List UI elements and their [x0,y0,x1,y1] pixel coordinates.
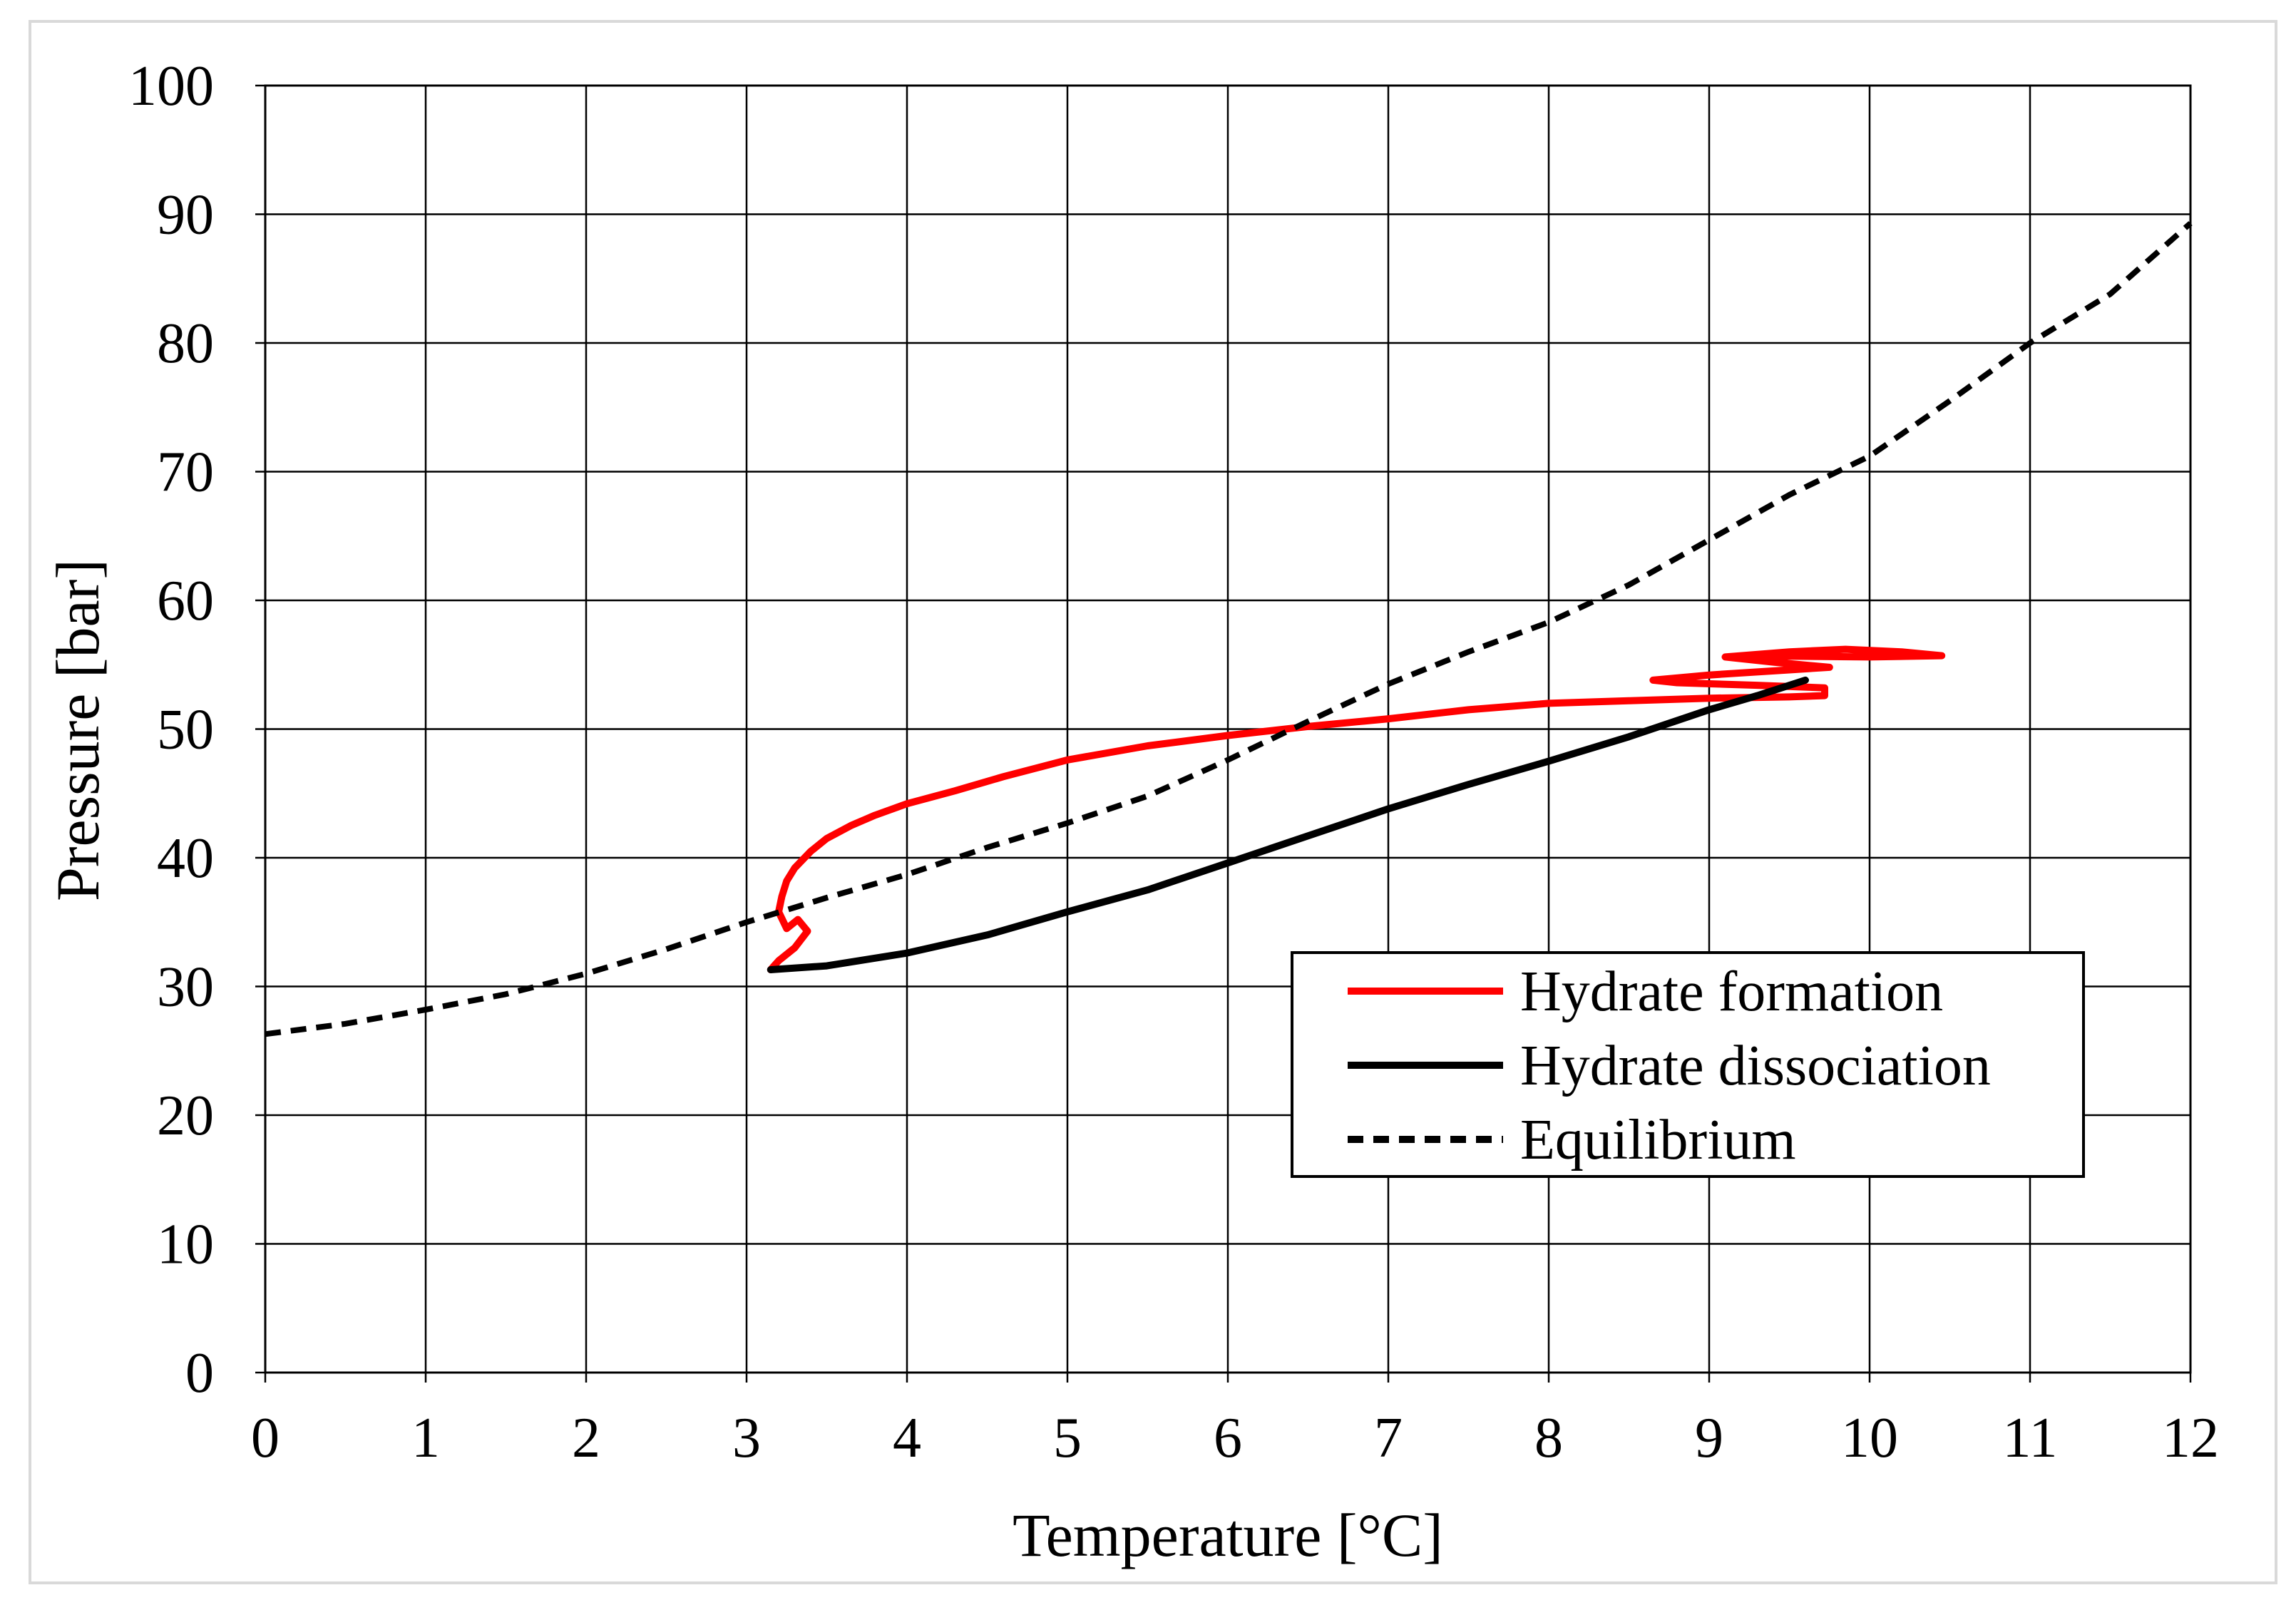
y-tick-label: 30 [157,956,214,1019]
x-tick-label: 4 [893,1407,921,1470]
y-tick-label: 80 [157,312,214,375]
series-line-hydrate-formation [767,645,1946,973]
x-tick-label: 10 [1841,1407,1898,1470]
y-tick-label: 90 [157,184,214,247]
y-axis-title: Pressure [bar] [43,559,112,901]
x-tick-label: 9 [1695,1407,1723,1470]
series-layer [265,221,2193,1037]
legend-label-hydrate-formation: Hydrate formation [1520,960,1943,1023]
x-tick-label: 5 [1053,1407,1082,1470]
chart-border [29,20,2277,1584]
legend-label-equilibrium: Equilibrium [1520,1109,1796,1171]
x-tick-label: 1 [411,1407,440,1470]
x-tick-label: 2 [572,1407,600,1470]
series-line-hydrate-dissociation [767,676,1809,973]
legend: Hydrate formation Hydrate dissociation E… [1291,951,2085,1178]
plot-area-border [264,84,2192,1374]
legend-label-hydrate-dissociation: Hydrate dissociation [1520,1035,1991,1097]
series-line-equilibrium [265,221,2193,1037]
x-axis-title: Temperature [°C] [1013,1501,1443,1569]
y-tick-label: 60 [157,570,214,632]
x-tick-label: 3 [732,1407,761,1470]
y-tick-label: 50 [157,699,214,762]
y-tick-label: 0 [185,1342,214,1405]
y-tick-label: 40 [157,827,214,890]
x-tick-label: 7 [1374,1407,1403,1470]
x-tick-label: 12 [2162,1407,2219,1470]
x-tick-label: 6 [1214,1407,1242,1470]
x-tick-label: 0 [251,1407,280,1470]
y-tick-label: 10 [157,1214,214,1276]
y-tick-label: 100 [128,55,214,118]
y-tick-label: 20 [157,1085,214,1147]
y-tick-label: 70 [157,441,214,504]
x-tick-label: 8 [1534,1407,1563,1470]
x-tick-label: 11 [2002,1407,2057,1470]
